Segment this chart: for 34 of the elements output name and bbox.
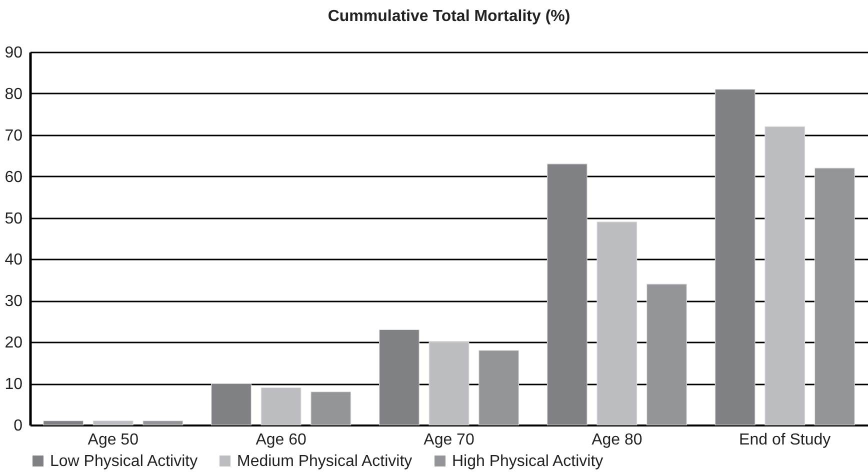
bar — [764, 126, 806, 426]
x-tick-label: Age 60 — [256, 432, 307, 448]
bar — [142, 420, 184, 426]
y-tick-label: 10 — [4, 376, 23, 394]
bar — [428, 342, 470, 426]
bar — [596, 222, 638, 426]
bar — [478, 350, 519, 426]
y-tick-label: 40 — [4, 252, 23, 269]
x-tick-label: Age 50 — [88, 432, 139, 448]
y-tick-label: 70 — [4, 127, 23, 144]
y-tick-label: 0 — [14, 418, 23, 434]
y-tick-label: 30 — [4, 293, 23, 310]
bar — [646, 284, 687, 426]
bar — [714, 89, 756, 426]
x-tick-label: Age 70 — [424, 432, 474, 448]
bar — [92, 420, 134, 426]
x-tick-label: End of Study — [739, 432, 831, 448]
bar — [814, 168, 855, 426]
legend-label: Medium Physical Activity — [237, 453, 412, 470]
bar — [310, 392, 352, 426]
legend-label: High Physical Activity — [452, 453, 604, 470]
bar — [546, 164, 588, 426]
y-tick-label: 60 — [4, 168, 23, 186]
bar — [43, 420, 84, 426]
bar — [211, 383, 252, 426]
y-tick-label: 90 — [4, 44, 23, 62]
bar — [379, 329, 420, 426]
y-tick-label: 20 — [4, 334, 23, 352]
bar — [260, 387, 302, 426]
y-tick-label: 50 — [4, 210, 23, 228]
y-tick-label: 80 — [4, 86, 23, 103]
x-tick-label: Age 80 — [592, 432, 642, 448]
chart-title: Cummulative Total Mortality (%) — [328, 8, 570, 25]
legend-label: Low Physical Activity — [50, 453, 198, 470]
